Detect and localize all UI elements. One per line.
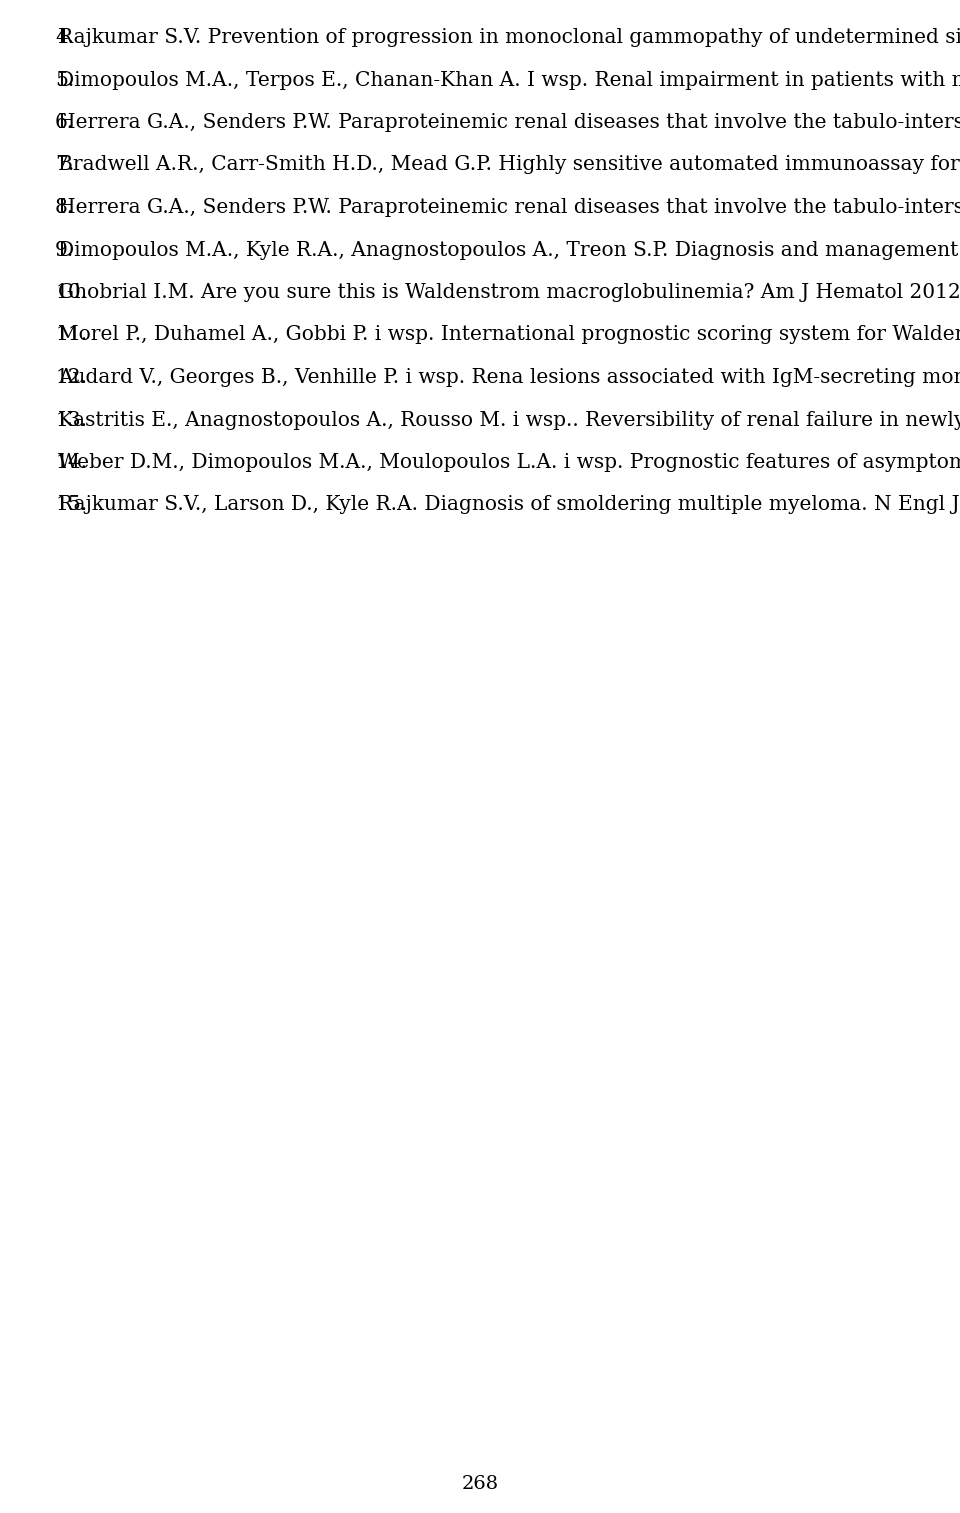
Text: 10.: 10. <box>55 283 87 303</box>
Text: 8.: 8. <box>55 198 74 216</box>
Text: Rajkumar S.V. Prevention of progression in monoclonal gammopathy of undetermined: Rajkumar S.V. Prevention of progression … <box>58 29 960 47</box>
Text: Weber D.M., Dimopoulos M.A., Moulopoulos L.A. i wsp. Prognostic features of asym: Weber D.M., Dimopoulos M.A., Moulopoulos… <box>58 452 960 472</box>
Text: Dimopoulos M.A., Terpos E., Chanan-Khan A. I wsp. Renal impairment in patients w: Dimopoulos M.A., Terpos E., Chanan-Khan … <box>58 71 960 89</box>
Text: Kastritis E., Anagnostopoulos A., Rousso M. i wsp.. Reversibility of renal failu: Kastritis E., Anagnostopoulos A., Rousso… <box>58 410 960 430</box>
Text: 9.: 9. <box>55 241 74 260</box>
Text: Morel P., Duhamel A., Gobbi P. i wsp. International prognostic scoring system fo: Morel P., Duhamel A., Gobbi P. i wsp. In… <box>58 325 960 345</box>
Text: 268: 268 <box>462 1475 498 1493</box>
Text: Ghobrial I.M. Are you sure this is Waldenstrom macroglobulinemia? Am J Hematol 2: Ghobrial I.M. Are you sure this is Walde… <box>58 283 960 303</box>
Text: 14.: 14. <box>55 452 87 472</box>
Text: 11.: 11. <box>55 325 87 345</box>
Text: 5.: 5. <box>55 71 74 89</box>
Text: 12.: 12. <box>55 368 87 387</box>
Text: Dimopoulos M.A., Kyle R.A., Anagnostopoulos A., Treon S.P. Diagnosis and managem: Dimopoulos M.A., Kyle R.A., Anagnostopou… <box>58 241 960 260</box>
Text: 13.: 13. <box>55 410 87 430</box>
Text: 4.: 4. <box>55 29 74 47</box>
Text: Herrera G.A., Senders P.W. Paraproteinemic renal diseases that involve the tabul: Herrera G.A., Senders P.W. Paraproteinem… <box>58 113 960 132</box>
Text: Herrera G.A., Senders P.W. Paraproteinemic renal diseases that involve the tabul: Herrera G.A., Senders P.W. Paraproteinem… <box>58 198 960 216</box>
Text: 6.: 6. <box>55 113 74 132</box>
Text: Bradwell A.R., Carr-Smith H.D., Mead G.P. Highly sensitive automated immunoassay: Bradwell A.R., Carr-Smith H.D., Mead G.P… <box>58 156 960 174</box>
Text: 15.: 15. <box>55 495 87 514</box>
Text: Rajkumar S.V., Larson D., Kyle R.A. Diagnosis of smoldering multiple myeloma. N : Rajkumar S.V., Larson D., Kyle R.A. Diag… <box>58 495 960 514</box>
Text: 7.: 7. <box>55 156 74 174</box>
Text: Audard V., Georges B., Venhille P. i wsp. Rena lesions associated with IgM-secre: Audard V., Georges B., Venhille P. i wsp… <box>58 368 960 387</box>
